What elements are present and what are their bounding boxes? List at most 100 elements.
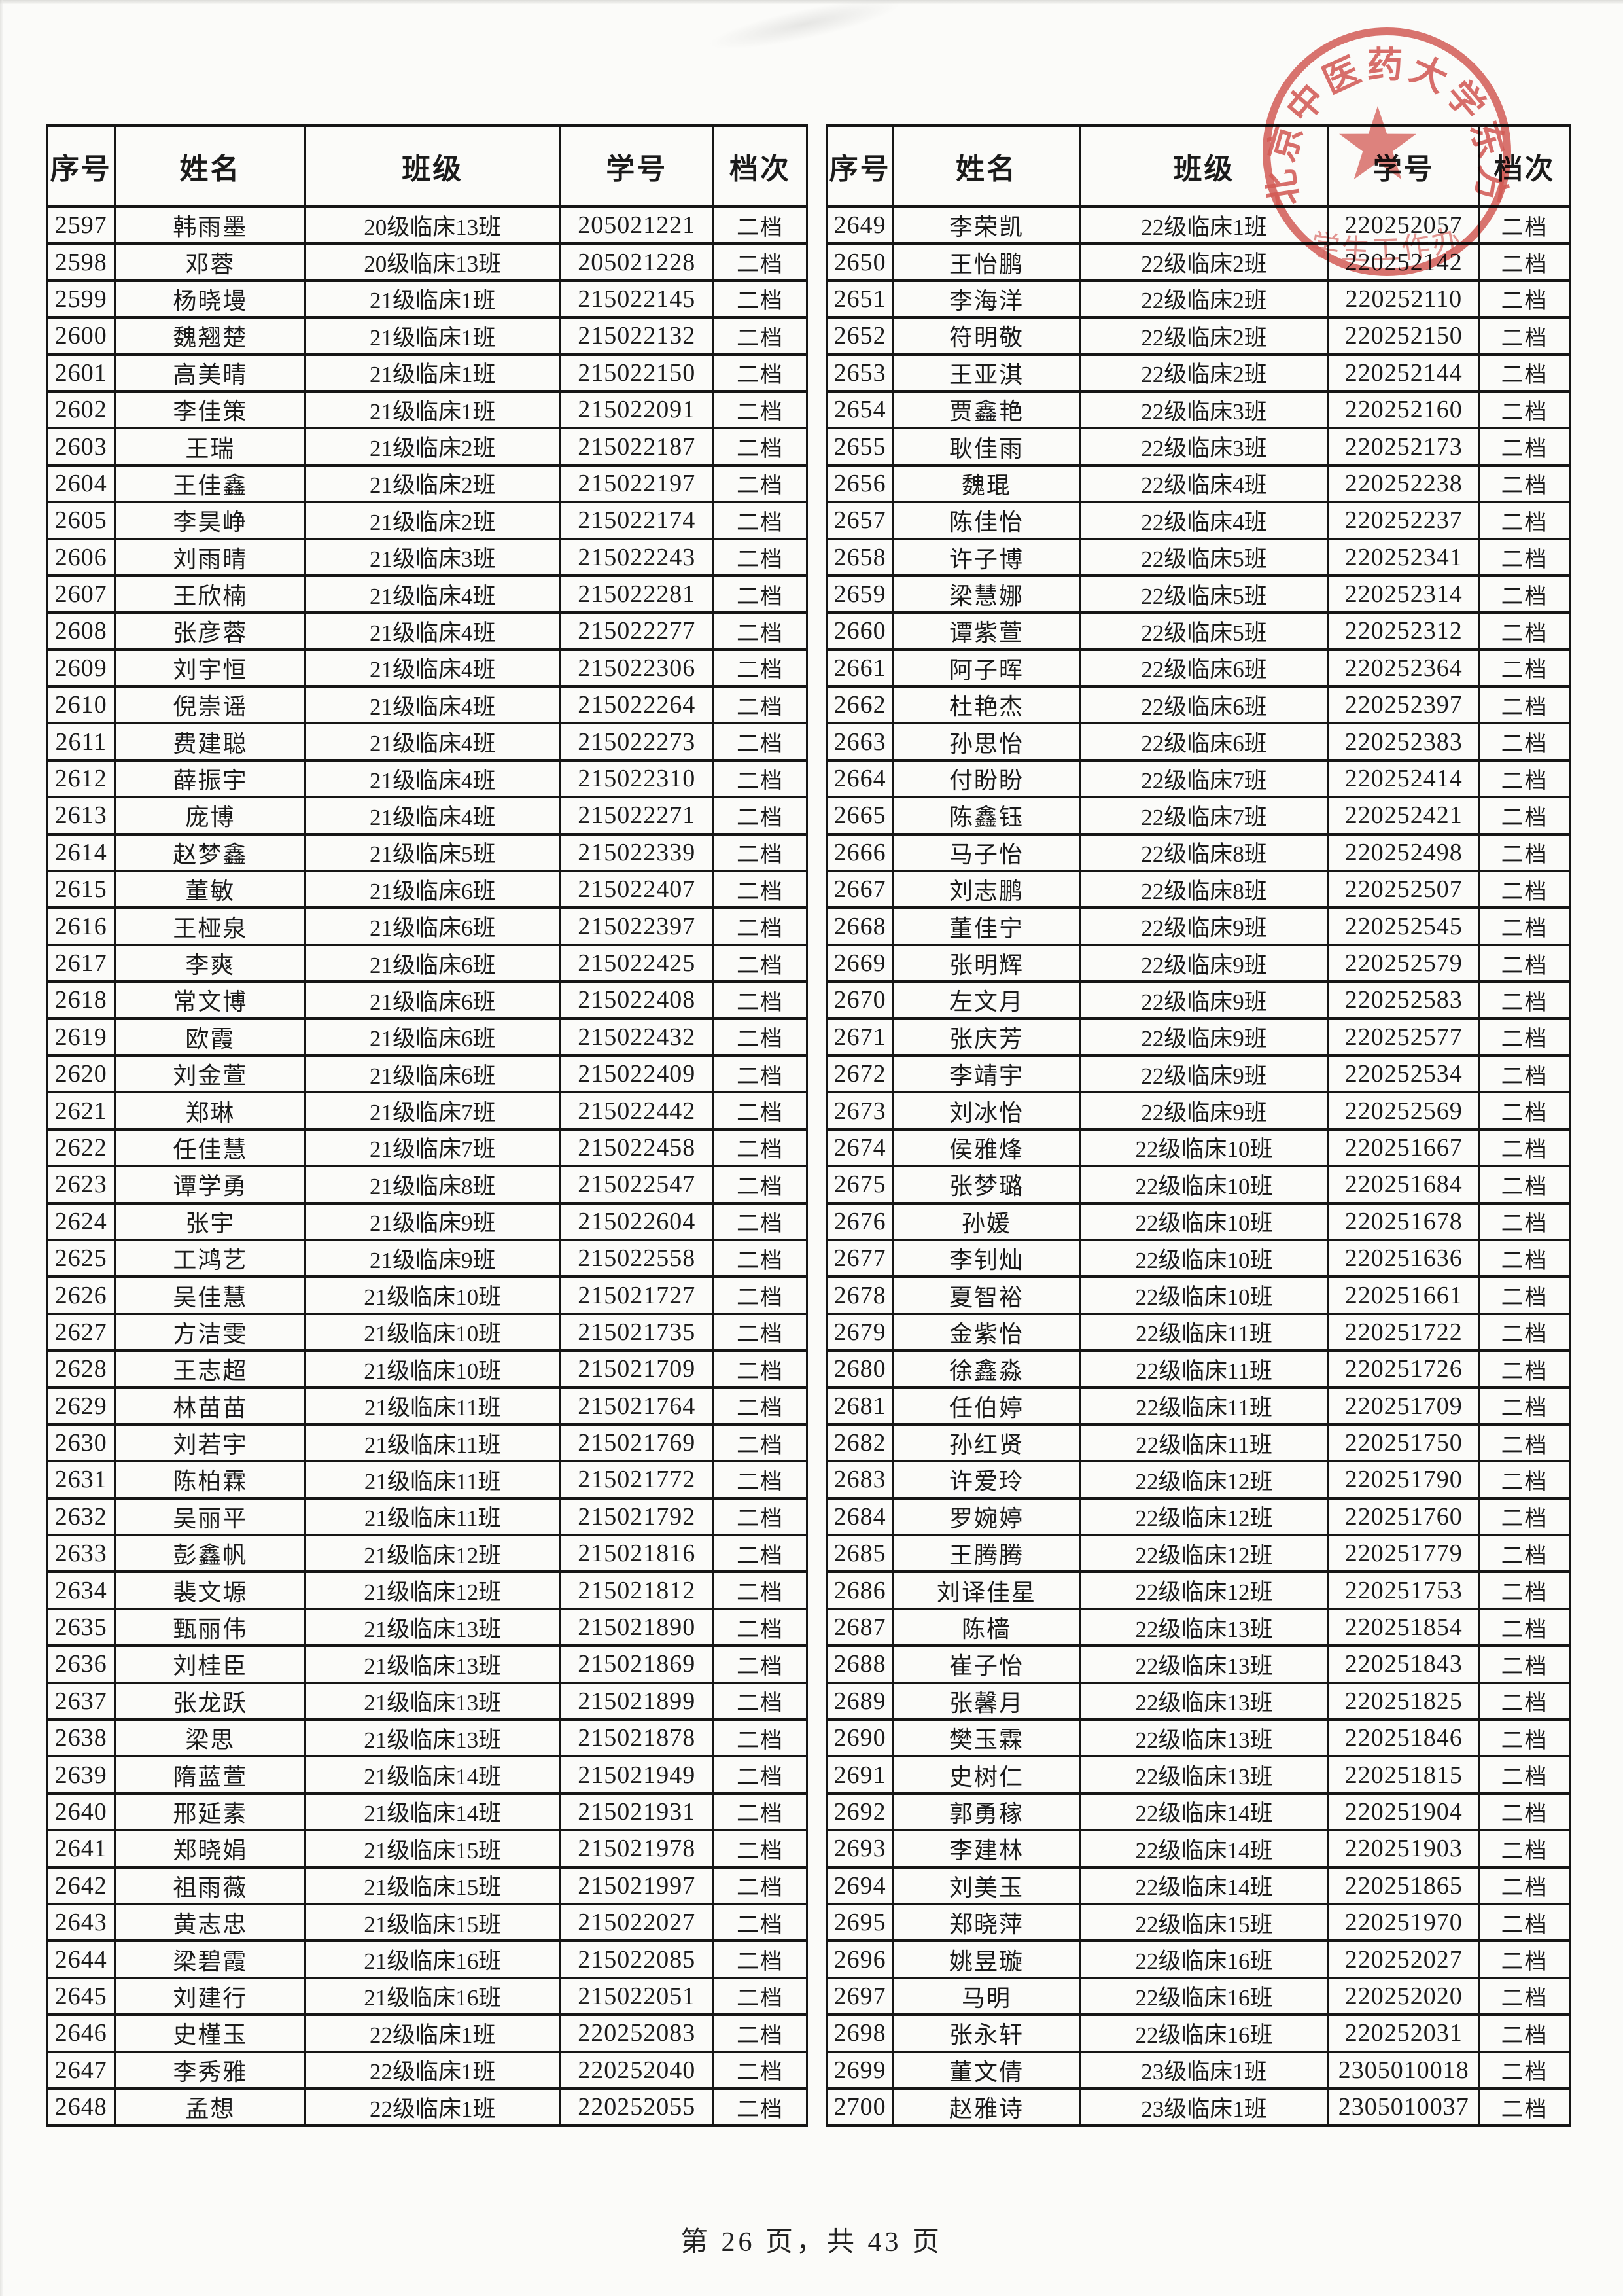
name-cell: 孙红贤 bbox=[892, 1422, 1081, 1463]
class-cell: 22级临床4班 bbox=[1078, 501, 1330, 540]
table-row: 2684 罗婉婷 22级临床12班 220251760 二档 bbox=[825, 1496, 1571, 1537]
serial-cell: 2624 bbox=[46, 1201, 116, 1241]
name-cell: 刘桂臣 bbox=[114, 1644, 307, 1684]
class-cell: 21级临床4班 bbox=[304, 611, 561, 651]
name-cell: 许子博 bbox=[892, 537, 1081, 577]
table-row: 2624 张宇 21级临床9班 215022604 二档 bbox=[46, 1201, 808, 1241]
tier-cell: 二档 bbox=[712, 463, 808, 504]
name-cell: 李靖宇 bbox=[892, 1053, 1081, 1094]
student-id-cell: 205021228 bbox=[559, 242, 715, 282]
name-cell: 马明 bbox=[892, 1976, 1081, 2017]
serial-cell: 2611 bbox=[46, 722, 116, 762]
tier-cell: 二档 bbox=[1478, 1570, 1571, 1610]
name-cell: 张梦璐 bbox=[892, 1165, 1081, 1205]
student-id-cell: 215021949 bbox=[559, 1755, 715, 1795]
class-cell: 22级临床2班 bbox=[1078, 242, 1330, 282]
table-row: 2660 谭紫萱 22级临床5班 220252312 二档 bbox=[825, 611, 1571, 651]
name-cell: 张宇 bbox=[114, 1201, 307, 1241]
serial-cell: 2671 bbox=[825, 1017, 895, 1057]
student-id-cell: 215022273 bbox=[559, 722, 715, 762]
table-row: 2610 倪崇谣 21级临床4班 215022264 二档 bbox=[46, 685, 808, 725]
serial-cell: 2662 bbox=[825, 685, 895, 725]
serial-cell: 2625 bbox=[46, 1238, 116, 1279]
table-row: 2640 邢延素 21级临床14班 215021931 二档 bbox=[46, 1792, 808, 1832]
student-id-cell: 215021735 bbox=[559, 1312, 715, 1352]
serial-cell: 2670 bbox=[825, 980, 895, 1020]
name-cell: 董佳宁 bbox=[892, 906, 1081, 946]
serial-cell: 2676 bbox=[825, 1201, 895, 1241]
serial-cell: 2654 bbox=[825, 389, 895, 430]
name-cell: 张明辉 bbox=[892, 943, 1081, 983]
name-cell: 杨晓墁 bbox=[114, 279, 307, 319]
table-row: 2609 刘宇恒 21级临床4班 215022306 二档 bbox=[46, 648, 808, 688]
student-id-cell: 215022187 bbox=[559, 427, 715, 467]
table-row: 2597 韩雨墨 20级临床13班 205021221 二档 bbox=[46, 205, 808, 245]
table-row: 2674 侯雅烽 22级临床10班 220251667 二档 bbox=[825, 1127, 1571, 1168]
tier-cell: 二档 bbox=[712, 1127, 808, 1168]
name-cell: 黄志忠 bbox=[114, 1902, 307, 1943]
tier-cell: 二档 bbox=[712, 1644, 808, 1684]
class-cell: 22级临床16班 bbox=[1078, 1976, 1330, 2017]
tier-cell: 二档 bbox=[1478, 1312, 1571, 1352]
table-row: 2671 张庆芳 22级临床9班 220252577 二档 bbox=[825, 1017, 1571, 1057]
student-id-cell: 215022271 bbox=[559, 796, 715, 836]
class-cell: 21级临床10班 bbox=[304, 1275, 561, 1315]
name-cell: 刘若宇 bbox=[114, 1422, 307, 1463]
class-cell: 21级临床14班 bbox=[304, 1792, 561, 1832]
table-row: 2638 梁思 21级临床13班 215021878 二档 bbox=[46, 1718, 808, 1758]
class-cell: 22级临床12班 bbox=[1078, 1534, 1330, 1574]
class-cell: 21级临床8班 bbox=[304, 1165, 561, 1205]
roster-table-left: 序号 姓名 班级 学号 档次 2597 韩雨墨 20级临床13班 205021221 二档 2598… bbox=[46, 124, 808, 2127]
serial-cell: 2666 bbox=[825, 832, 895, 873]
serial-cell: 2612 bbox=[46, 758, 116, 799]
serial-cell: 2660 bbox=[825, 611, 895, 651]
name-cell: 王欣楠 bbox=[114, 574, 307, 614]
class-cell: 22级临床10班 bbox=[1078, 1201, 1330, 1241]
class-cell: 21级临床3班 bbox=[304, 537, 561, 577]
student-id-cell: 215022558 bbox=[559, 1238, 715, 1279]
student-id-cell: 215021709 bbox=[559, 1349, 715, 1389]
name-cell: 裴文塬 bbox=[114, 1570, 307, 1610]
name-cell: 张彦蓉 bbox=[114, 611, 307, 651]
tier-cell: 二档 bbox=[1478, 906, 1571, 946]
student-id-cell: 215022425 bbox=[559, 943, 715, 983]
student-id-cell: 215021769 bbox=[559, 1422, 715, 1463]
student-id-cell: 215022281 bbox=[559, 574, 715, 614]
name-cell: 李海洋 bbox=[892, 279, 1081, 319]
tier-cell: 二档 bbox=[712, 2013, 808, 2053]
student-id-cell: 220251667 bbox=[1327, 1127, 1480, 1168]
name-cell: 耿佳雨 bbox=[892, 427, 1081, 467]
class-cell: 22级临床11班 bbox=[1078, 1422, 1330, 1463]
name-cell: 邓蓉 bbox=[114, 242, 307, 282]
class-cell: 22级临床10班 bbox=[1078, 1238, 1330, 1279]
tier-cell: 二档 bbox=[1478, 427, 1571, 467]
name-cell: 刘宇恒 bbox=[114, 648, 307, 688]
name-cell: 李昊峥 bbox=[114, 501, 307, 540]
student-id-cell: 220251904 bbox=[1327, 1792, 1480, 1832]
student-id-cell: 220252534 bbox=[1327, 1053, 1480, 1094]
class-cell: 21级临床11班 bbox=[304, 1496, 561, 1537]
name-cell: 任佳慧 bbox=[114, 1127, 307, 1168]
serial-cell: 2669 bbox=[825, 943, 895, 983]
name-cell: 陈柏霖 bbox=[114, 1460, 307, 1500]
tier-cell: 二档 bbox=[1478, 1349, 1571, 1389]
student-id-cell: 215021792 bbox=[559, 1496, 715, 1537]
tier-cell: 二档 bbox=[712, 2087, 808, 2127]
table-row: 2626 吴佳慧 21级临床10班 215021727 二档 bbox=[46, 1275, 808, 1315]
class-cell: 22级临床5班 bbox=[1078, 574, 1330, 614]
serial-cell: 2651 bbox=[825, 279, 895, 319]
name-cell: 刘冰怡 bbox=[892, 1091, 1081, 1131]
class-cell: 21级临床15班 bbox=[304, 1865, 561, 1905]
tier-cell: 二档 bbox=[1478, 611, 1571, 651]
roster-table-right: 序号 姓名 班级 学号 档次 2649 李荣凯 22级临床1班 220252057 二档 2650 王… bbox=[825, 124, 1571, 2127]
tier-cell: 二档 bbox=[712, 427, 808, 467]
tier-cell: 二档 bbox=[1478, 980, 1571, 1020]
student-id-cell: 215022264 bbox=[559, 685, 715, 725]
serial-cell: 2650 bbox=[825, 242, 895, 282]
serial-cell: 2602 bbox=[46, 389, 116, 430]
student-id-cell: 220252364 bbox=[1327, 648, 1480, 688]
student-id-cell: 215022091 bbox=[559, 389, 715, 430]
tier-cell: 二档 bbox=[712, 389, 808, 430]
serial-cell: 2639 bbox=[46, 1755, 116, 1795]
name-cell: 吴佳慧 bbox=[114, 1275, 307, 1315]
